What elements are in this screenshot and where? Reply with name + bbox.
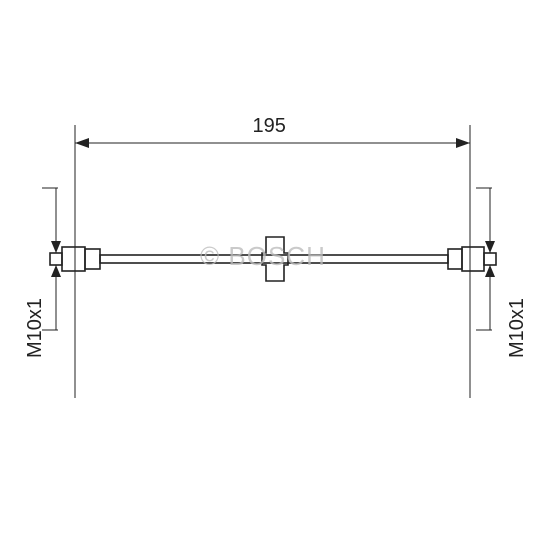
technical-drawing <box>0 0 550 550</box>
watermark-text: © BOSCH <box>200 241 326 272</box>
thread-spec-right: M10x1 <box>506 298 529 358</box>
thread-spec-left: M10x1 <box>24 298 47 358</box>
length-dimension-label: 195 <box>253 115 286 138</box>
drawing-stage: 195 M10x1 M10x1 © BOSCH <box>0 0 550 550</box>
